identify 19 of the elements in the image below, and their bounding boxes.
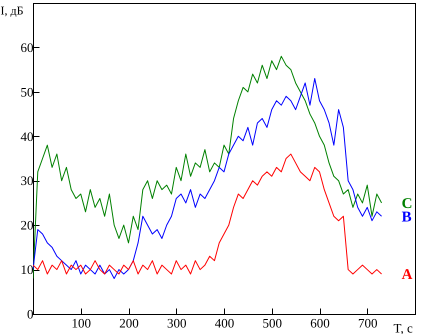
x-tick-label: 100 — [72, 316, 91, 330]
line-series — [33, 154, 382, 275]
y-tick-label: 0 — [27, 306, 34, 322]
series-label: A — [402, 267, 413, 284]
y-tick-label: 30 — [20, 173, 34, 188]
x-tick-label: 200 — [119, 316, 139, 330]
y-tick-label: 10 — [20, 262, 34, 278]
y-tick-label: 20 — [20, 218, 34, 233]
x-tick-label: 500 — [262, 316, 282, 330]
x-tick-label: 700 — [358, 316, 378, 330]
series-label: C — [402, 196, 412, 212]
y-tick-label: 40 — [20, 128, 34, 144]
y-tick-label: 50 — [20, 84, 34, 100]
y-axis-title: I, дБ — [0, 4, 24, 18]
x-tick-label: 600 — [310, 316, 330, 330]
x-tick-label: 300 — [167, 316, 186, 330]
y-tick-label: 60 — [20, 40, 34, 55]
x-tick-label: 400 — [214, 316, 234, 330]
series-label: B — [402, 209, 412, 226]
